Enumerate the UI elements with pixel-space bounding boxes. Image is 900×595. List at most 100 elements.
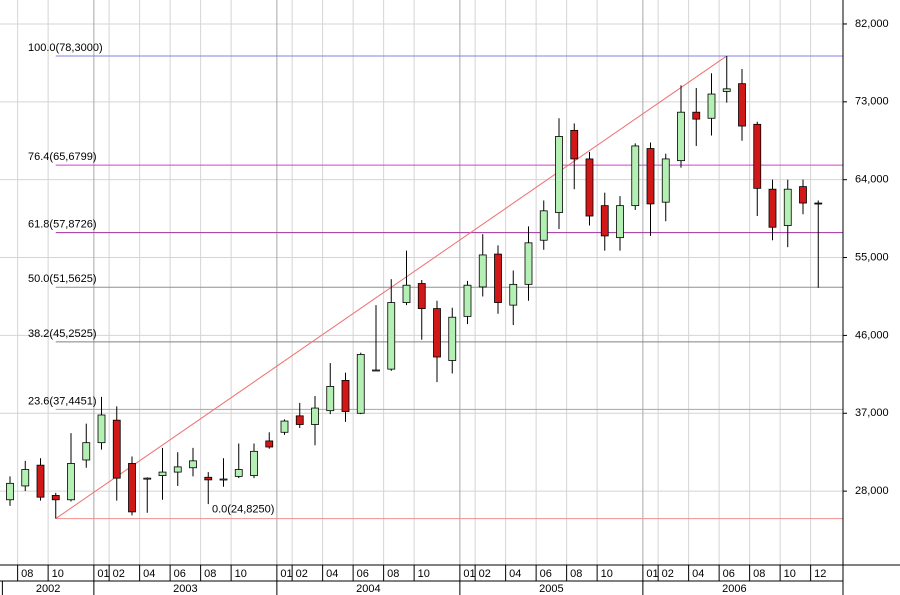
year-label: 2004 xyxy=(356,583,380,595)
y-tick-label: 37,000 xyxy=(855,407,889,419)
fib-label: 61.8(57,8726) xyxy=(28,219,97,231)
candle-body xyxy=(539,210,548,241)
candle-body xyxy=(250,450,258,476)
year-label: 2005 xyxy=(539,583,563,595)
candle-body xyxy=(387,302,396,370)
x-tick-label: 10 xyxy=(601,568,613,580)
x-tick-label: 08 xyxy=(753,568,765,580)
candle-body xyxy=(478,254,487,288)
x-tick-label: 06 xyxy=(540,568,552,580)
y-tick-label: 82,000 xyxy=(855,18,889,30)
x-tick-label: 08 xyxy=(21,568,33,580)
candle-body xyxy=(524,242,533,285)
candle-body xyxy=(356,354,365,414)
x-tick-label: 08 xyxy=(204,568,216,580)
candle-body xyxy=(448,316,457,361)
candle-body xyxy=(36,464,45,498)
candle-body xyxy=(311,407,319,425)
candle-body xyxy=(585,158,594,217)
candle-body xyxy=(67,463,75,501)
candle-body xyxy=(265,440,274,448)
candle-body xyxy=(82,442,91,461)
x-tick-label: 10 xyxy=(784,568,796,580)
y-tick-label: 46,000 xyxy=(855,329,889,341)
candle-body xyxy=(707,93,716,119)
x-tick-label: 02 xyxy=(296,568,308,580)
x-tick-label: 04 xyxy=(143,568,155,580)
candle-body xyxy=(341,379,350,412)
candle-body xyxy=(204,476,213,481)
candle-body xyxy=(189,460,197,469)
candle-body xyxy=(219,478,228,481)
x-tick-label: 01 xyxy=(463,568,475,580)
candle-body xyxy=(143,477,152,480)
x-tick-label: 10 xyxy=(235,568,247,580)
fib-label: 100.0(78,3000) xyxy=(28,42,103,54)
fib-label: 76.4(65,6799) xyxy=(28,151,97,163)
candle-body xyxy=(51,495,60,501)
candle-body xyxy=(783,188,792,226)
x-tick-label: 02 xyxy=(662,568,674,580)
x-tick-label: 10 xyxy=(418,568,430,580)
year-label: 2003 xyxy=(173,583,197,595)
candle-body xyxy=(417,283,426,309)
candle-body xyxy=(433,308,441,358)
x-tick-label: 12 xyxy=(814,568,826,580)
candle-body xyxy=(280,420,289,433)
x-tick-label: 08 xyxy=(570,568,582,580)
candle-body xyxy=(555,136,563,213)
x-tick-label: 02 xyxy=(479,568,491,580)
y-tick-label: 55,000 xyxy=(855,251,889,263)
x-tick-label: 10 xyxy=(52,568,64,580)
candle-body xyxy=(616,205,624,239)
candle-body xyxy=(173,466,182,473)
candle-body xyxy=(646,148,655,205)
candle-body xyxy=(722,88,731,92)
candle-body xyxy=(631,145,640,207)
candle-body xyxy=(768,188,777,228)
x-tick-label: 02 xyxy=(113,568,125,580)
year-label: 2006 xyxy=(722,583,746,595)
x-tick-label: 08 xyxy=(387,568,399,580)
y-tick-label: 73,000 xyxy=(855,96,889,108)
candle-body xyxy=(600,205,609,237)
candle-body xyxy=(509,283,518,306)
candle-body xyxy=(463,284,472,317)
x-tick-label: 04 xyxy=(326,568,338,580)
candle-body xyxy=(738,83,746,127)
candle-body xyxy=(570,129,579,160)
candle-body xyxy=(402,284,411,303)
grid xyxy=(0,0,843,565)
candles xyxy=(6,55,823,519)
candle-body xyxy=(6,482,14,501)
x-tick-label: 04 xyxy=(692,568,704,580)
y-tick-label: 28,000 xyxy=(855,485,889,497)
candle-body xyxy=(692,111,701,120)
candle-body xyxy=(753,123,762,189)
candle-body xyxy=(112,419,121,479)
candle-body xyxy=(677,111,685,162)
fib-label: 23.6(37,4451) xyxy=(28,395,97,407)
y-tick-label: 64,000 xyxy=(855,174,889,186)
x-tick-label: 04 xyxy=(509,568,521,580)
fib-label: 50.0(51,5625) xyxy=(28,273,97,285)
candle-body xyxy=(814,202,823,205)
year-label: 2002 xyxy=(36,583,60,595)
x-tick-label: 06 xyxy=(357,568,369,580)
candle-body xyxy=(158,471,167,476)
candle-body xyxy=(295,415,304,425)
x-tick-label: 01 xyxy=(97,568,109,580)
candle-body xyxy=(326,386,335,412)
candle-body xyxy=(494,253,502,303)
candle-body xyxy=(372,369,380,372)
fib-label: 38.2(45,2525) xyxy=(28,328,97,340)
x-tick-label: 06 xyxy=(723,568,735,580)
candle-body xyxy=(97,414,106,444)
fib-label: 0.0(24,8250) xyxy=(212,503,274,515)
x-tick-label: 06 xyxy=(174,568,186,580)
x-tick-label: 01 xyxy=(646,568,658,580)
candle-body xyxy=(799,186,807,204)
x-tick-label: 01 xyxy=(280,568,292,580)
